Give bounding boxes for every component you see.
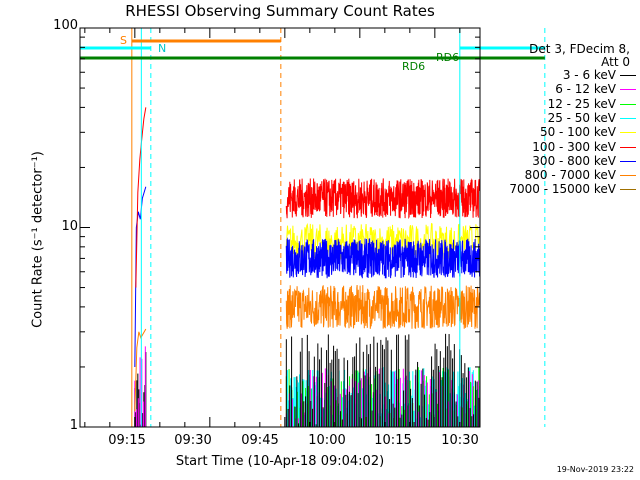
x-tick-label: 09:45 (241, 433, 279, 448)
x-tick-label: 10:15 (374, 433, 412, 448)
legend-swatch (620, 103, 636, 105)
x-tick-label: 09:15 (108, 433, 146, 448)
legend-item-label: 50 - 100 keV (539, 125, 616, 140)
legend-item-label: 6 - 12 keV (555, 82, 616, 97)
annotation-n-label: N (158, 42, 167, 55)
legend-item-label: 3 - 6 keV (562, 68, 616, 82)
footer-timestamp: 19-Nov-2019 23:22 (556, 465, 634, 474)
legend-item: 12 - 25 keV (490, 97, 640, 111)
x-tick-label: 10:30 (441, 433, 479, 448)
legend-swatch (620, 146, 636, 148)
y-tick-label: 100 (53, 18, 78, 33)
legend-header-line2: Att 0 (601, 55, 630, 69)
legend-item: 7000 - 15000 keV (490, 182, 640, 196)
legend-item-label: 100 - 300 keV (532, 139, 616, 154)
legend-item-label: 300 - 800 keV (532, 153, 616, 168)
legend-item: 25 - 50 keV (490, 111, 640, 125)
legend-swatch (620, 189, 636, 191)
annotation-s-label: S (120, 34, 127, 47)
series-300-800kev-burst (134, 186, 147, 367)
legend-item-label: 12 - 25 keV (547, 96, 616, 111)
series-800-7000kev-line (285, 284, 480, 329)
legend-item-label: 25 - 50 keV (547, 110, 616, 125)
legend-swatch (620, 89, 636, 91)
legend-swatch (620, 117, 636, 119)
legend-swatch (620, 132, 636, 134)
y-tick-label: 10 (61, 219, 78, 234)
x-axis-label: Start Time (10-Apr-18 09:04:02) (175, 454, 385, 469)
annotation-rd6-label: RD6 (402, 60, 426, 73)
legend-item: 50 - 100 keV (490, 125, 640, 139)
series-100-300kev-line (285, 178, 481, 220)
legend-swatch (620, 175, 636, 177)
legend-item: 6 - 12 keV (490, 82, 640, 96)
chart-title: RHESSI Observing Summary Count Rates (125, 2, 435, 20)
series-800-7000kev-burst (134, 328, 147, 412)
x-tick-label: 10:00 (308, 433, 346, 448)
legend-item: 3 - 6 keV (490, 68, 640, 82)
legend-swatch (620, 75, 636, 76)
y-tick-label: 1 (69, 418, 78, 433)
annotation-rd6-label-right: RD6 (436, 51, 460, 64)
legend-item-label: 800 - 7000 keV (524, 168, 616, 183)
series-300-800kev-line (285, 237, 481, 279)
legend-item-label: 7000 - 15000 keV (509, 182, 616, 197)
legend-header-line1: Det 3, FDecim 8, (529, 42, 630, 56)
legend-item: 800 - 7000 keV (490, 168, 640, 182)
legend-swatch (620, 160, 636, 162)
y-axis-label: Count Rate (s⁻¹ detector⁻¹) (30, 151, 46, 328)
legend-item: 100 - 300 keV (490, 140, 640, 154)
x-tick-label: 09:30 (174, 433, 212, 448)
legend-item: 300 - 800 keV (490, 154, 640, 168)
